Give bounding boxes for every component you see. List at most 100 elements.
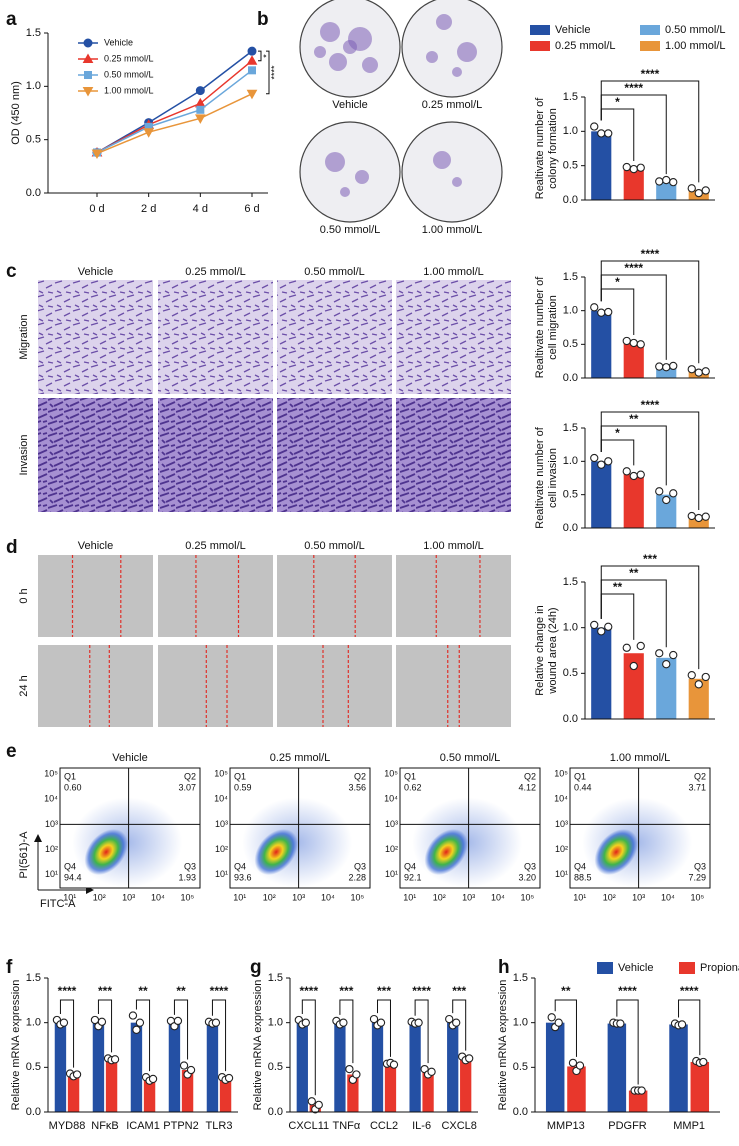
transwell-image (38, 280, 153, 394)
data-point (622, 467, 631, 476)
marker (82, 87, 94, 97)
column-label: 0.25 mmol/L (185, 540, 246, 552)
colony-label: Vehicle (332, 99, 367, 111)
y-tick-label: 1.0 (563, 305, 578, 317)
colony-label: 0.25 mmol/L (422, 99, 483, 111)
x-tick-label: TLR3 (206, 1120, 233, 1132)
quadrant-value: 3.71 (688, 782, 706, 792)
data-point (636, 340, 645, 349)
x-tick-label: MMP13 (547, 1120, 585, 1132)
flow-x-tick: 10⁵ (181, 892, 195, 902)
bar (334, 1022, 346, 1112)
data-point (597, 627, 606, 636)
x-tick-label: 2 d (141, 203, 156, 215)
flow-y-tick: 10⁴ (214, 794, 228, 804)
quadrant-name: Q1 (234, 771, 246, 781)
colony (436, 14, 452, 30)
y-tick-label: 1.5 (563, 91, 578, 103)
flow-y-tick: 10⁵ (384, 768, 398, 778)
bar (690, 1061, 710, 1112)
flow-y-tick: 10⁴ (384, 794, 398, 804)
y-axis-label: colony formation (547, 108, 559, 189)
colony (314, 46, 326, 58)
quadrant-name: Q2 (354, 771, 366, 781)
bar (206, 1022, 219, 1112)
y-axis-label: cell invasion (547, 448, 559, 508)
significance-label: ** (561, 984, 571, 998)
data-point (128, 1011, 138, 1020)
y-tick-label: 0.0 (563, 522, 578, 534)
colony (426, 51, 438, 63)
data-point (604, 622, 613, 631)
data-point (173, 1016, 183, 1026)
data-point (590, 453, 599, 463)
significance-label: **** (641, 398, 660, 412)
column-label: 0.50 mmol/L (304, 540, 365, 552)
column-label: 0.25 mmol/L (185, 266, 246, 278)
data-point (655, 177, 664, 186)
panel-letter: c (6, 261, 17, 282)
quadrant-name: Q3 (354, 861, 366, 871)
data-point (629, 338, 638, 348)
data-point (72, 1070, 82, 1079)
data-point (59, 1018, 69, 1027)
bar (688, 516, 709, 528)
legend-swatch (640, 25, 660, 35)
series-line (96, 50, 253, 154)
significance-bracket (377, 999, 391, 1057)
data-point (622, 336, 631, 346)
y-tick-label: 1.5 (563, 422, 578, 434)
data-point (687, 365, 696, 374)
x-tick-label: PTPN2 (163, 1120, 198, 1132)
bar (347, 1074, 359, 1112)
data-point (224, 1073, 234, 1083)
quadrant-value: 93.6 (234, 872, 252, 882)
legend-label: 0.25 mmol/L (104, 53, 154, 63)
bar (168, 1022, 181, 1112)
significance-label: *** (339, 984, 353, 998)
y-tick-label: 0.5 (26, 134, 41, 146)
data-point (701, 367, 710, 376)
significance-bracket (258, 50, 262, 62)
flow-x-tick: 10¹ (573, 892, 586, 902)
panel-letter: e (6, 741, 17, 762)
bar (54, 1022, 67, 1112)
x-tick-label: CCL2 (370, 1120, 398, 1132)
flow-x-tick: 10¹ (233, 892, 246, 902)
bar (296, 1022, 308, 1112)
quadrant-value: 0.60 (64, 782, 82, 792)
significance-label: ** (629, 412, 639, 426)
flow-y-tick: 10¹ (555, 869, 568, 879)
flow-y-label: PI(561)-A (18, 831, 30, 879)
data-point (655, 362, 664, 371)
bar (67, 1074, 80, 1112)
bar (623, 342, 644, 378)
significance-label: **** (641, 67, 660, 81)
column-label: Vehicle (78, 266, 113, 278)
bar (607, 1023, 627, 1112)
bar (105, 1059, 118, 1112)
series-line (96, 93, 253, 155)
significance-label: **** (299, 984, 318, 998)
wound-image (277, 645, 392, 727)
flow-y-tick: 10¹ (45, 869, 58, 879)
bar (669, 1024, 688, 1112)
y-tick-label: 0.0 (563, 372, 578, 384)
bar (460, 1058, 472, 1112)
data-point (211, 1018, 221, 1027)
series-line (96, 69, 253, 154)
x-tick-label: 0 d (89, 203, 104, 215)
quadrant-value: 0.62 (404, 782, 422, 792)
flow-y-tick: 10³ (555, 819, 568, 829)
significance-label: ** (138, 984, 148, 998)
significance-label: *** (98, 984, 112, 998)
significance-label: **** (412, 984, 431, 998)
x-tick-label: 4 d (193, 203, 208, 215)
colony (355, 170, 369, 184)
significance-label: *** (452, 984, 466, 998)
flow-y-tick: 10⁵ (554, 768, 568, 778)
data-point (345, 1064, 354, 1074)
flow-y-tick: 10⁴ (554, 794, 568, 804)
data-point (575, 1061, 585, 1070)
colony (343, 40, 357, 54)
